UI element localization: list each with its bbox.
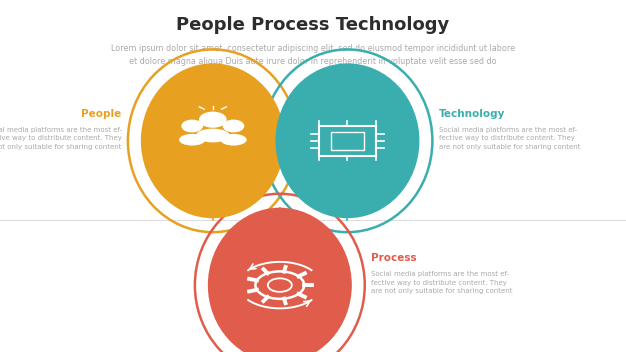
Ellipse shape — [208, 208, 352, 352]
Text: Social media platforms are the most ef-
fective way to distribute content. They
: Social media platforms are the most ef- … — [439, 127, 580, 150]
Ellipse shape — [179, 134, 205, 146]
Circle shape — [223, 120, 244, 132]
Ellipse shape — [220, 134, 247, 146]
Text: Social media platforms are the most ef-
fective way to distribute content. They
: Social media platforms are the most ef- … — [0, 127, 121, 150]
Text: Process: Process — [371, 253, 417, 263]
Text: People: People — [81, 109, 121, 119]
Text: Technology: Technology — [439, 109, 505, 119]
Ellipse shape — [196, 129, 230, 142]
Ellipse shape — [275, 63, 419, 218]
Text: People Process Technology: People Process Technology — [177, 16, 449, 34]
Circle shape — [182, 120, 202, 132]
Text: Social media platforms are the most ef-
fective way to distribute content. They
: Social media platforms are the most ef- … — [371, 271, 513, 294]
Text: Lorem ipsum dolor sit amet, consectetur adipiscing elit, sed do eiusmod tempor i: Lorem ipsum dolor sit amet, consectetur … — [111, 44, 515, 66]
Ellipse shape — [141, 63, 285, 218]
Circle shape — [200, 112, 226, 127]
